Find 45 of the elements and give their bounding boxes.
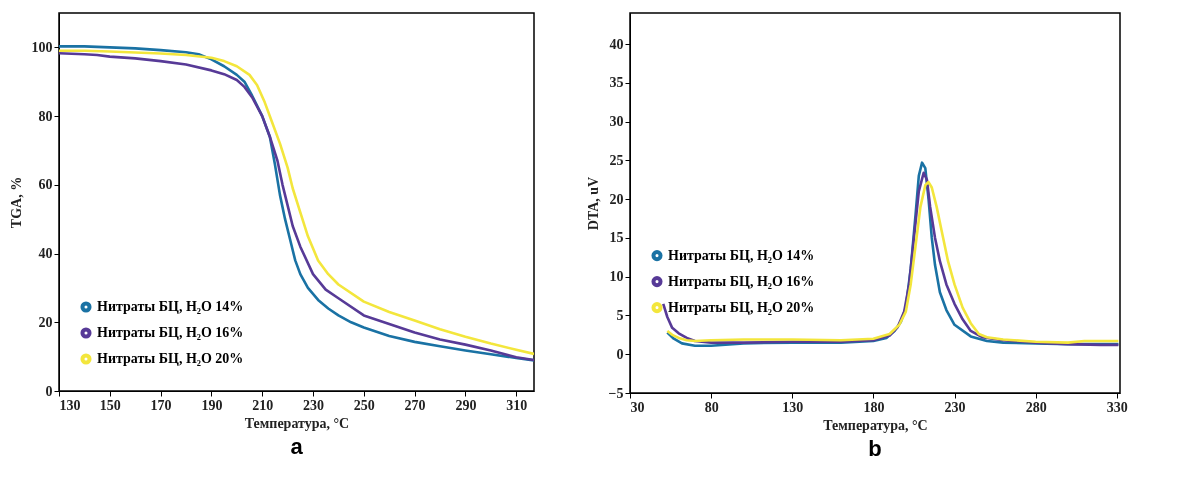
y-tick-label: 20 (609, 191, 624, 207)
x-axis-title: Температура, °C (244, 415, 350, 431)
y-tick-label: 35 (609, 75, 624, 91)
legend-label: Нитраты БЦ, H₂O 14% (97, 299, 244, 314)
legend-label: Нитраты БЦ, H₂O 20% (668, 299, 815, 315)
x-tick-label: 170 (150, 397, 172, 413)
y-tick-label: 40 (609, 36, 624, 52)
y-tick-label: 0 (616, 346, 624, 362)
y-tick-label: 30 (609, 114, 624, 130)
x-tick-label: 130 (782, 399, 804, 415)
x-tick-label: 190 (201, 397, 223, 413)
y-tick-label: 5 (616, 307, 624, 323)
y-tick-label: 80 (38, 108, 53, 124)
x-tick-label: 80 (704, 399, 719, 415)
x-tick-label: 310 (506, 397, 528, 413)
y-tick-label: 60 (38, 177, 53, 193)
y-axis-title: TGA, % (8, 176, 24, 229)
legend-label: Нитраты БЦ, H₂O 16% (668, 273, 815, 289)
text: a (290, 434, 304, 459)
x-tick-label: 180 (863, 399, 885, 415)
x-tick-label: 250 (353, 397, 375, 413)
y-tick-label: 100 (31, 39, 53, 55)
legend-label: Нитраты БЦ, H₂O 20% (97, 351, 244, 366)
x-tick-label: 290 (455, 397, 477, 413)
legend-label: Нитраты БЦ, H₂O 16% (97, 325, 244, 340)
y-tick-label: 40 (38, 246, 53, 262)
y-tick-label: 0 (45, 383, 53, 399)
x-axis-title: Температура, °C (823, 417, 928, 433)
y-tick-label: −5 (608, 385, 624, 401)
x-tick-label: 130 (59, 397, 81, 413)
y-tick-label: 25 (609, 152, 624, 168)
y-axis-title: DTA, uV (585, 176, 601, 231)
x-tick-label: 150 (99, 397, 121, 413)
y-tick-label: 20 (38, 314, 53, 330)
text: b (868, 436, 882, 461)
x-tick-label: 230 (944, 399, 966, 415)
x-tick-label: 210 (252, 397, 274, 413)
x-tick-label: 330 (1106, 399, 1128, 415)
y-tick-label: 15 (609, 230, 624, 246)
legend-label: Нитраты БЦ, H₂O 14% (668, 247, 815, 263)
x-tick-label: 270 (404, 397, 426, 413)
x-tick-label: 30 (630, 399, 645, 415)
x-tick-label: 230 (303, 397, 325, 413)
y-tick-label: 10 (609, 269, 624, 285)
x-tick-label: 280 (1025, 399, 1047, 415)
